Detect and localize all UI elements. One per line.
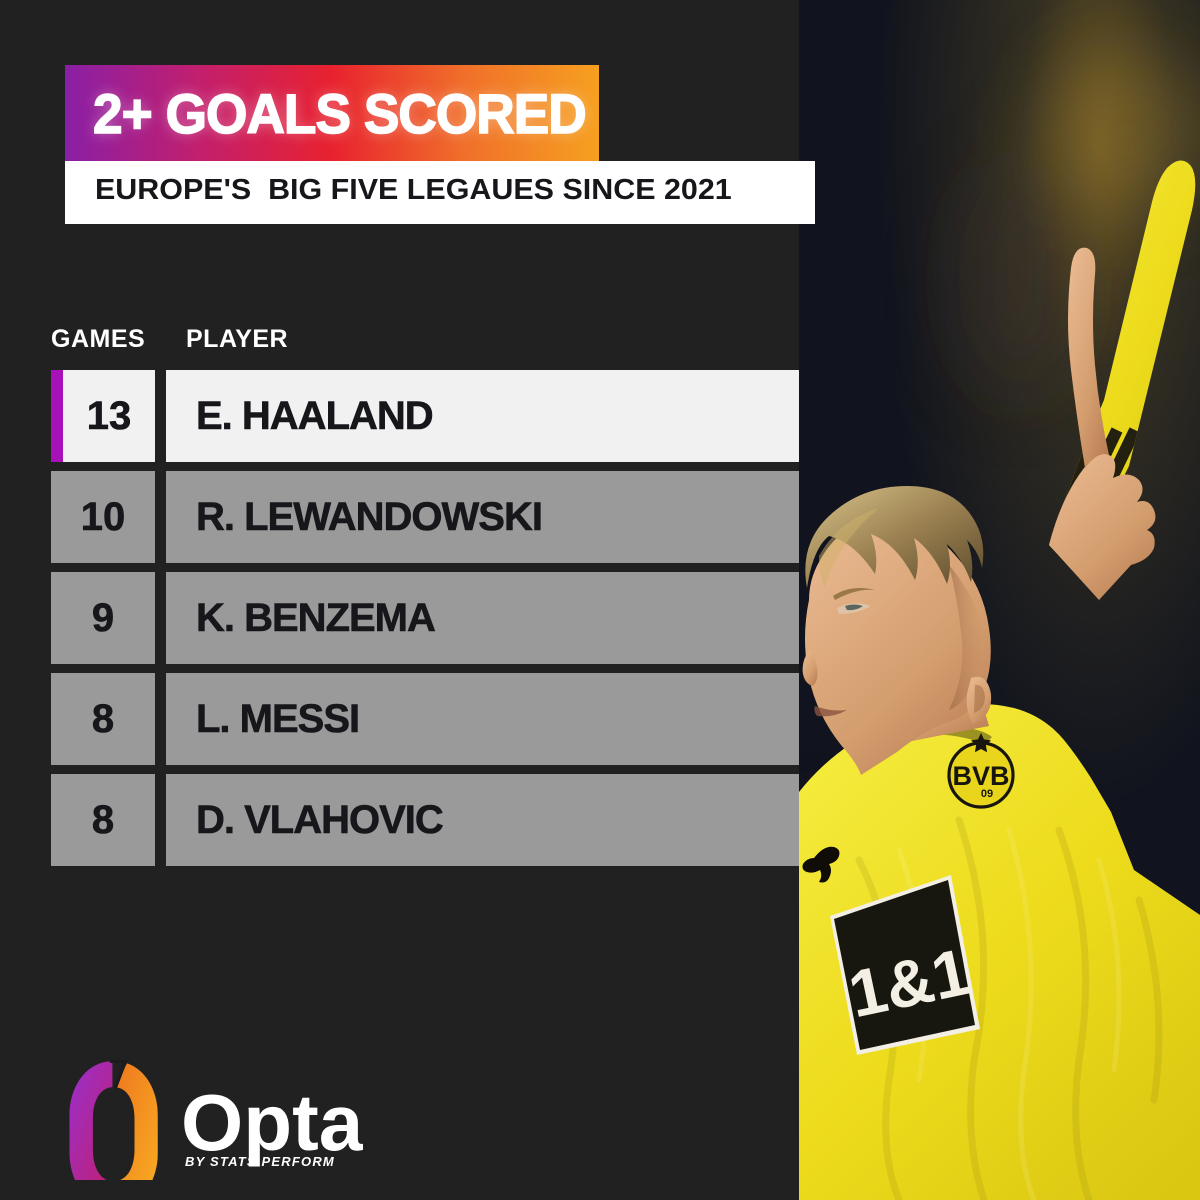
svg-text:09: 09	[981, 788, 993, 800]
svg-text:BVB: BVB	[952, 761, 1009, 791]
svg-text:BY STATS PERFORM: BY STATS PERFORM	[185, 1154, 335, 1169]
